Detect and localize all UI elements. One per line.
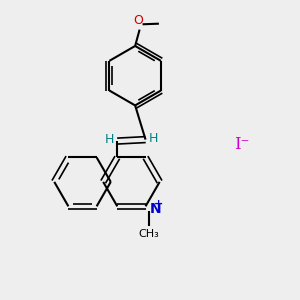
Text: CH₃: CH₃ bbox=[138, 229, 159, 238]
Text: O: O bbox=[133, 14, 143, 27]
Text: N: N bbox=[150, 202, 162, 216]
Text: I⁻: I⁻ bbox=[235, 136, 250, 153]
Text: H: H bbox=[149, 132, 159, 145]
Text: H: H bbox=[104, 133, 114, 146]
Text: +: + bbox=[153, 199, 163, 209]
